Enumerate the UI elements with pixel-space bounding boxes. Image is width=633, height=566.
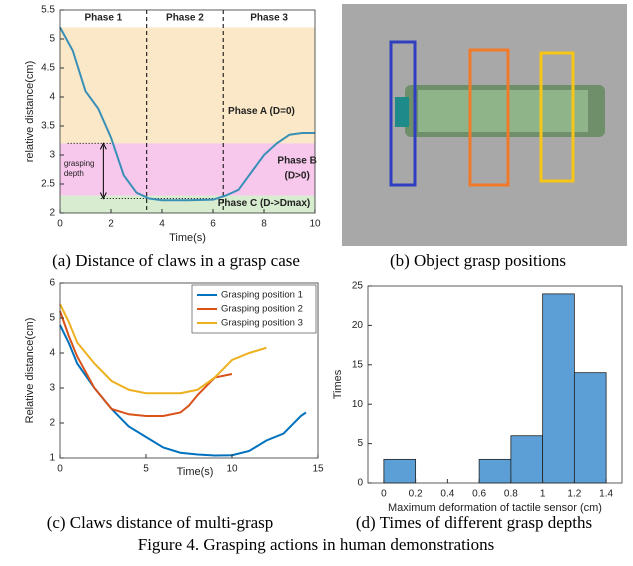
caption: (a) Distance of claws in a grasp case bbox=[52, 251, 300, 270]
y-axis-label: Times bbox=[332, 369, 344, 399]
legend-label: Grasping position 3 bbox=[221, 318, 303, 329]
x-axis-label: Time(s) bbox=[177, 466, 214, 478]
legend: Grasping position 1 Grasping position 2 Gr… bbox=[192, 285, 316, 333]
y-tick-label: 4 bbox=[49, 92, 55, 103]
x-tick-label: 6 bbox=[210, 219, 216, 230]
region-label: Phase B bbox=[277, 155, 316, 166]
caption: (c) Claws distance of multi-grasp bbox=[47, 513, 274, 532]
y-tick-label: 10 bbox=[352, 399, 364, 410]
y-tick-label: 2 bbox=[49, 418, 55, 429]
y-tick-label: 2.5 bbox=[41, 179, 55, 190]
x-tick-label: 1.4 bbox=[599, 489, 613, 500]
y-tick-label: 5 bbox=[357, 438, 363, 449]
phase-label: Phase 3 bbox=[250, 13, 288, 24]
chart: 0 5 10 15 20 25 0 0.2 0.4 0.6 0.8 1 1.2 1.4 Maximum de… bbox=[332, 281, 622, 514]
tube-label bbox=[418, 90, 588, 132]
bar bbox=[479, 459, 511, 483]
x-tick-label: 0.4 bbox=[440, 489, 454, 500]
x-tick-label: 10 bbox=[309, 219, 321, 230]
bar bbox=[543, 294, 575, 483]
bar bbox=[384, 459, 416, 483]
y-tick-label: 0 bbox=[357, 478, 363, 489]
x-axis-label: Time(s) bbox=[169, 232, 206, 244]
x-tick-label: 1 bbox=[540, 489, 546, 500]
depth-label: grasping bbox=[64, 159, 95, 168]
photo bbox=[342, 4, 627, 246]
region-label: Phase C (D->Dmax) bbox=[218, 198, 311, 209]
y-tick-label: 5.5 bbox=[41, 5, 55, 16]
figure-caption: Figure 4. Grasping actions in human demo… bbox=[138, 535, 494, 554]
y-tick-label: 5 bbox=[49, 313, 55, 324]
phase-label: Phase 1 bbox=[84, 13, 122, 24]
y-axis-label: Relative distance(cm) bbox=[24, 318, 36, 424]
region-label: (D>0) bbox=[285, 170, 310, 181]
y-tick-label: 3 bbox=[49, 383, 55, 394]
x-tick-label: 0.8 bbox=[504, 489, 518, 500]
x-tick-label: 5 bbox=[143, 464, 149, 475]
x-tick-label: 0 bbox=[57, 219, 63, 230]
y-tick-label: 5 bbox=[49, 34, 55, 45]
phase-label: Phase 2 bbox=[166, 13, 204, 24]
y-tick-label: 3 bbox=[49, 150, 55, 161]
y-tick-label: 25 bbox=[352, 281, 364, 292]
x-tick-label: 0.2 bbox=[409, 489, 423, 500]
tube-cap bbox=[395, 97, 409, 127]
y-tick-label: 15 bbox=[352, 359, 364, 370]
legend-label: Grasping position 1 bbox=[221, 290, 303, 301]
x-tick-label: 10 bbox=[226, 464, 238, 475]
y-tick-label: 1 bbox=[49, 453, 55, 464]
x-tick-label: 2 bbox=[108, 219, 114, 230]
caption: (d) Times of different grasp depths bbox=[356, 513, 592, 532]
caption: (b) Object grasp positions bbox=[390, 251, 566, 270]
legend-label: Grasping position 2 bbox=[221, 304, 303, 315]
y-tick-label: 2 bbox=[49, 208, 55, 219]
x-tick-label: 1.2 bbox=[567, 489, 581, 500]
x-tick-label: 0 bbox=[381, 489, 387, 500]
bar bbox=[574, 373, 606, 483]
bar bbox=[511, 436, 543, 483]
x-tick-label: 15 bbox=[312, 464, 324, 475]
y-axis-label: relative distance(cm) bbox=[24, 61, 36, 162]
region bbox=[60, 27, 315, 143]
x-tick-label: 0.6 bbox=[472, 489, 486, 500]
x-axis-label: Maximum deformation of tactile sensor (c… bbox=[388, 502, 602, 514]
chart: Phase A (D=0) Phase B (D>0) Phase C (D->Dma… bbox=[24, 5, 321, 244]
y-tick-label: 20 bbox=[352, 320, 364, 331]
y-tick-label: 6 bbox=[49, 278, 55, 289]
x-tick-label: 4 bbox=[159, 219, 165, 230]
y-tick-label: 3.5 bbox=[41, 121, 55, 132]
y-tick-label: 4 bbox=[49, 348, 55, 359]
figure: (a) Distance of claws in a grasp case (b… bbox=[0, 0, 633, 566]
x-tick-label: 0 bbox=[57, 464, 63, 475]
y-tick-label: 4.5 bbox=[41, 63, 55, 74]
page: {"chart_data": [ {"type": "line", "xlabe… bbox=[0, 0, 633, 566]
depth-label: depth bbox=[64, 169, 84, 178]
chart: 1 2 3 4 5 6 0 5 10 15 Time(s) Relative distance(cm)… bbox=[24, 278, 324, 478]
region bbox=[60, 143, 315, 195]
region-label: Phase A (D=0) bbox=[228, 106, 295, 117]
x-tick-label: 8 bbox=[261, 219, 267, 230]
